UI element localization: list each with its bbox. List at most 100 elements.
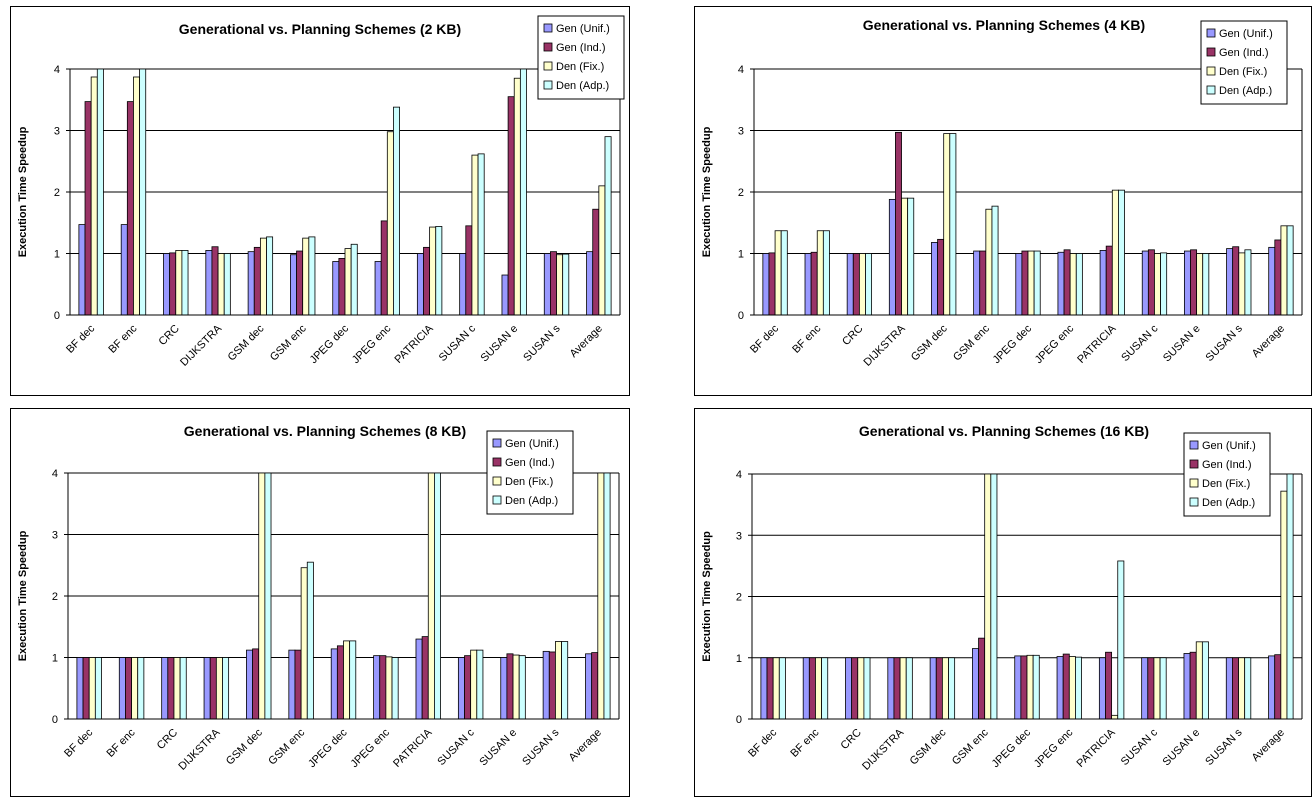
bar-den-adp [518,655,526,720]
bar-gen-unif [1056,656,1064,720]
bar-gen-unif [76,657,84,720]
legend-label: Den (Fix.) [556,61,604,73]
bar-den-fix [1280,225,1288,316]
bar-den-adp [1160,252,1168,316]
y-axis-label: Execution Time Speedup [701,126,713,257]
legend-swatch [492,457,502,467]
bar-gen-ind [423,246,431,316]
chart-title: Generational vs. Planning Schemes (16 KB… [859,423,1149,439]
bar-gen-unif [163,253,171,316]
bar-gen-unif [459,253,467,316]
bar-den-adp [1033,250,1041,316]
y-tick-label: 1 [738,249,744,261]
bar-den-fix [512,654,520,720]
bar-gen-unif [415,638,423,720]
bar-den-adp [519,68,527,316]
bar-den-adp [222,657,230,720]
bar-den-adp [1117,560,1125,720]
bar-den-adp [1286,225,1294,316]
chart-panel-16kb: Generational vs. Planning Schemes (16 KB… [694,408,1312,797]
bar-gen-unif [1014,655,1022,720]
bar-den-adp [266,236,274,316]
bar-den-adp [391,657,399,720]
bar-gen-unif [290,254,297,316]
bar-den-fix [985,208,993,316]
legend-swatch [543,42,553,52]
bar-den-adp [349,640,357,720]
legend-swatch [1206,28,1216,38]
bar-den-adp [865,253,873,316]
bar-den-fix [1026,654,1034,720]
bar-den-adp [780,230,788,316]
bar-den-fix [471,154,479,316]
bar-den-adp [435,226,443,316]
bar-den-fix [1195,641,1203,720]
bar-den-adp [991,205,999,316]
bar-den-adp [477,153,485,316]
bar-den-fix [386,131,394,316]
legend-swatch [1189,497,1199,507]
bar-gen-unif [1225,657,1233,720]
bar-gen-ind [1147,657,1155,720]
bar-gen-unif [1015,253,1023,316]
bar-gen-unif [330,648,338,720]
y-tick-label: 0 [738,310,744,322]
bar-gen-ind [209,657,217,720]
y-tick-label: 1 [54,249,60,261]
bar-gen-ind [1021,250,1029,316]
bar-den-fix [131,657,139,720]
y-tick-label: 4 [52,468,58,480]
y-tick-label: 4 [738,64,744,76]
legend-label: Den (Fix.) [505,476,553,488]
bar-den-adp [1159,657,1167,720]
bar-gen-unif [1268,246,1276,316]
bar-den-fix [513,77,521,316]
bar-gen-ind [294,649,302,720]
bar-den-adp [1202,253,1210,316]
bar-den-fix [1238,252,1246,316]
bar-den-adp [137,657,145,720]
bar-gen-unif [78,224,86,316]
bar-gen-unif [1268,655,1276,720]
bar-den-adp [863,657,871,720]
bar-gen-ind [1274,654,1282,720]
bar-den-fix [133,76,140,316]
chart-title: Generational vs. Planning Schemes (8 KB) [184,423,466,439]
bar-den-adp [1118,189,1125,316]
bar-den-adp [778,657,786,720]
bar-den-fix [1280,490,1288,720]
bar-gen-unif [931,242,938,316]
y-tick-label: 4 [54,64,60,76]
bar-gen-ind [506,653,514,720]
bar-gen-unif [973,250,981,316]
bar-gen-ind [810,251,818,316]
bar-gen-ind [768,252,776,316]
bar-den-fix [215,657,223,720]
bar-gen-ind [1020,655,1028,720]
bar-den-fix [258,472,266,720]
bar-gen-ind [380,220,388,316]
bar-den-adp [96,68,104,316]
bar-gen-unif [804,253,812,316]
legend-label: Gen (Unif.) [505,438,559,450]
bar-gen-ind [1189,651,1197,720]
bar-den-fix [774,230,782,316]
bar-den-fix [857,657,865,720]
chart-svg: Generational vs. Planning Schemes (16 KB… [694,408,1312,797]
bar-gen-ind [852,253,860,316]
bar-gen-unif [246,649,253,720]
bar-gen-ind [592,208,600,316]
bar-den-fix [175,250,183,316]
bar-gen-ind [1105,245,1113,316]
legend-swatch [1206,85,1216,95]
bar-den-adp [907,197,915,316]
legend-swatch [492,476,502,486]
legend-label: Den (Adp.) [556,80,609,92]
bar-gen-ind [895,131,902,316]
bar-gen-unif [373,655,381,720]
bar-den-fix [816,230,824,316]
bar-gen-unif [288,649,296,720]
bar-gen-unif [1183,250,1191,316]
bar-den-fix [772,657,780,720]
bar-gen-ind [851,657,859,720]
